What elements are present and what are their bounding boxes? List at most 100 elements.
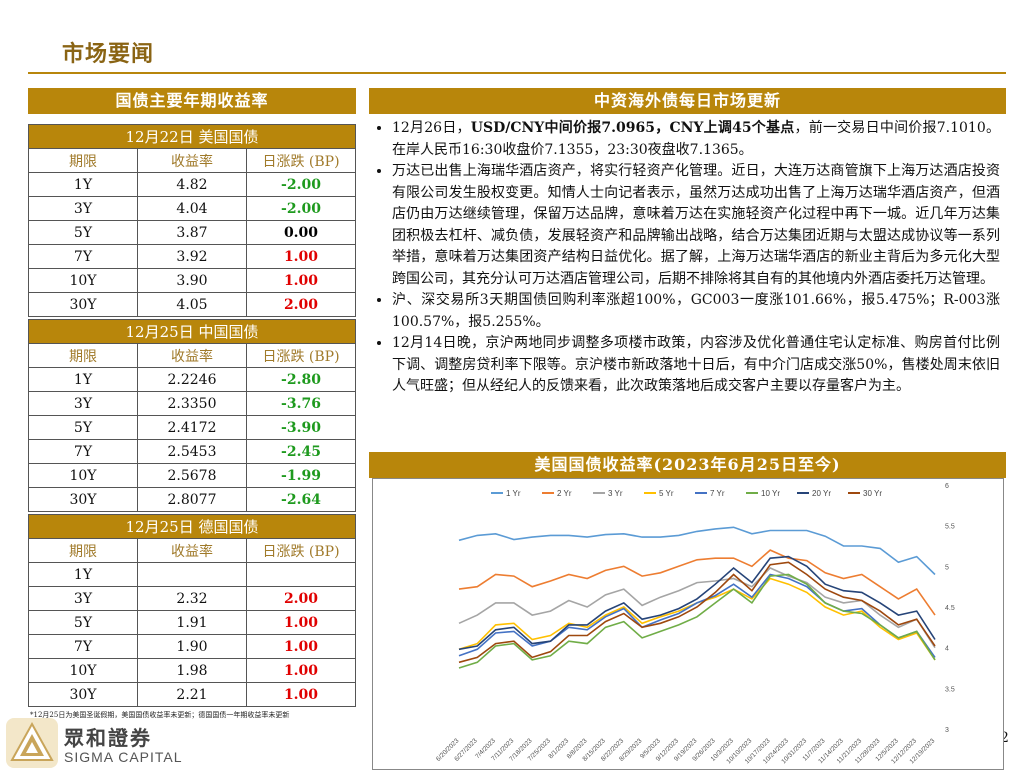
series-line <box>458 567 936 649</box>
term-cell: 7Y <box>28 244 138 269</box>
yield-cell: 4.82 <box>137 172 247 197</box>
table-section-title: 12月25日 德国国债 <box>28 514 356 539</box>
change-cell: -3.90 <box>246 415 356 440</box>
market-news: 12月26日，USD/CNY中间价报7.0965，CNY上调45个基点，前一交易… <box>372 118 1000 398</box>
news-text: ，前一交易日中间价报7.1010。在岸人民币16:30收盘价7.1355，23:… <box>392 120 1000 158</box>
news-text: 12月14日晚，京沪两地同步调整多项楼市政策，内容涉及优化普通住宅认定标准、购房… <box>392 335 1000 394</box>
brand-name-cn: 眾和證券 <box>64 726 152 750</box>
table-row: 3Y 4.04 -2.00 <box>28 196 356 221</box>
legend-label: 2 Yr <box>557 489 572 498</box>
table-row: 10Y 1.98 1.00 <box>28 658 356 683</box>
legend-label: 3 Yr <box>608 489 623 498</box>
change-cell: 1.00 <box>246 658 356 683</box>
column-header: 收益率 <box>137 343 247 368</box>
yield-cell: 2.5678 <box>137 463 247 488</box>
yield-table: 12月22日 美国国债 期限 收益率 日涨跌 (BP) 1Y 4.82 -2.00 3Y 4.0… <box>28 124 356 317</box>
change-cell: -1.99 <box>246 463 356 488</box>
table-row: 7Y 3.92 1.00 <box>28 244 356 269</box>
yield-cell: 2.32 <box>137 586 247 611</box>
news-list: 12月26日，USD/CNY中间价报7.0965，CNY上调45个基点，前一交易… <box>372 118 1000 398</box>
sigma-logo-icon <box>6 718 58 768</box>
y-tick-label: 6 <box>945 483 949 490</box>
news-item: 万达已出售上海瑞华酒店资产，将实行轻资产化管理。近日，大连万达商管旗下上海万达酒… <box>392 161 1000 290</box>
table-row: 5Y 3.87 0.00 <box>28 220 356 245</box>
series-line <box>458 577 936 661</box>
series-line <box>458 573 936 669</box>
news-item: 12月26日，USD/CNY中间价报7.0965，CNY上调45个基点，前一交易… <box>392 118 1000 161</box>
change-cell: 1.00 <box>246 244 356 269</box>
yield-cell: 2.8077 <box>137 487 247 512</box>
change-cell: -2.64 <box>246 487 356 512</box>
legend-label: 30 Yr <box>863 489 882 498</box>
yield-cell: 2.3350 <box>137 391 247 416</box>
y-tick-label: 3 <box>945 727 949 734</box>
column-header: 日涨跌 (BP) <box>246 343 356 368</box>
change-cell: 1.00 <box>246 682 356 707</box>
term-cell: 5Y <box>28 220 138 245</box>
table-section-title: 12月22日 美国国债 <box>28 124 356 149</box>
yield-table: 12月25日 德国国债 期限 收益率 日涨跌 (BP) 1Y 3Y 2.32 2.00 5Y 1.… <box>28 514 356 707</box>
yield-table: 12月25日 中国国债 期限 收益率 日涨跌 (BP) 1Y 2.2246 -2.80 3Y 2… <box>28 319 356 512</box>
footnote: *12月25日为美国圣诞假期，美国国债收益率未更新；德国国债一年期收益率未更新 <box>30 711 290 719</box>
series-line <box>458 555 936 651</box>
change-cell: 1.00 <box>246 634 356 659</box>
term-cell: 30Y <box>28 682 138 707</box>
change-cell: -2.45 <box>246 439 356 464</box>
table-section-title: 12月25日 中国国债 <box>28 319 356 344</box>
page-title: 市场要闻 <box>62 41 155 67</box>
table-row: 5Y 2.4172 -3.90 <box>28 415 356 440</box>
term-cell: 1Y <box>28 562 138 587</box>
y-tick-label: 4.5 <box>945 605 955 612</box>
y-tick-label: 5 <box>945 564 949 571</box>
column-header: 期限 <box>28 343 138 368</box>
table-row: 3Y 2.32 2.00 <box>28 586 356 611</box>
legend-label: 5 Yr <box>659 489 674 498</box>
news-text: 万达已出售上海瑞华酒店资产，将实行轻资产化管理。近日，大连万达商管旗下上海万达酒… <box>392 163 1000 287</box>
series-line <box>458 549 936 616</box>
page-number: 2 <box>1000 730 1009 746</box>
yield-cell: 4.04 <box>137 196 247 221</box>
table-header-row: 期限 收益率 日涨跌 (BP) <box>28 148 356 173</box>
term-cell: 30Y <box>28 487 138 512</box>
yield-cell: 1.90 <box>137 634 247 659</box>
column-header: 日涨跌 (BP) <box>246 538 356 563</box>
series-line <box>458 573 936 658</box>
y-tick-label: 5.5 <box>945 524 955 531</box>
table-row: 10Y 2.5678 -1.99 <box>28 463 356 488</box>
column-header: 日涨跌 (BP) <box>246 148 356 173</box>
change-cell: -2.80 <box>246 367 356 392</box>
table-row: 5Y 1.91 1.00 <box>28 610 356 635</box>
change-cell <box>246 562 356 587</box>
brand-name-en: SIGMA CAPITAL <box>64 749 183 765</box>
change-cell: 2.00 <box>246 586 356 611</box>
term-cell: 10Y <box>28 463 138 488</box>
section-title: 12月22日 美国国债 <box>28 124 356 149</box>
news-text: 沪、深交易所3天期国债回购利率涨超100%，GC003一度涨101.66%，报5… <box>392 292 1000 330</box>
us-treasury-yield-chart: 6 5.5 5 4.5 4 3.5 3 1 Yr 2 Yr 3 Yr 5 Yr 7 Yr 10 Yr 20… <box>372 478 1004 770</box>
chart-svg: 6 5.5 5 4.5 4 3.5 3 1 Yr 2 Yr 3 Yr 5 Yr 7 Yr 10 Yr 20… <box>435 483 955 765</box>
term-cell: 3Y <box>28 196 138 221</box>
term-cell: 1Y <box>28 367 138 392</box>
term-cell: 5Y <box>28 415 138 440</box>
change-cell: -2.00 <box>246 172 356 197</box>
term-cell: 30Y <box>28 292 138 317</box>
series-line <box>458 561 936 664</box>
series-line <box>458 526 936 576</box>
chart-header: 美国国债收益率(2023年6月25日至今) <box>369 452 1006 478</box>
legend-label: 7 Yr <box>710 489 725 498</box>
yield-cell: 2.2246 <box>137 367 247 392</box>
term-cell: 5Y <box>28 610 138 635</box>
term-cell: 3Y <box>28 391 138 416</box>
legend-label: 1 Yr <box>506 489 521 498</box>
table-row: 1Y 2.2246 -2.80 <box>28 367 356 392</box>
column-header: 收益率 <box>137 148 247 173</box>
news-text: 12月26日， <box>392 120 471 136</box>
term-cell: 7Y <box>28 439 138 464</box>
yield-cell: 3.92 <box>137 244 247 269</box>
title-divider <box>28 72 1006 74</box>
yield-cell: 2.5453 <box>137 439 247 464</box>
table-row: 30Y 2.8077 -2.64 <box>28 487 356 512</box>
section-title: 12月25日 德国国债 <box>28 514 356 539</box>
legend-label: 10 Yr <box>761 489 780 498</box>
table-row: 10Y 3.90 1.00 <box>28 268 356 293</box>
